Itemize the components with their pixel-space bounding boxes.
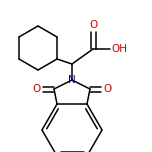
Text: OH: OH bbox=[111, 44, 127, 54]
Text: O: O bbox=[89, 20, 97, 30]
Text: O: O bbox=[33, 84, 41, 94]
Text: O: O bbox=[103, 84, 111, 94]
Text: N: N bbox=[68, 75, 76, 85]
